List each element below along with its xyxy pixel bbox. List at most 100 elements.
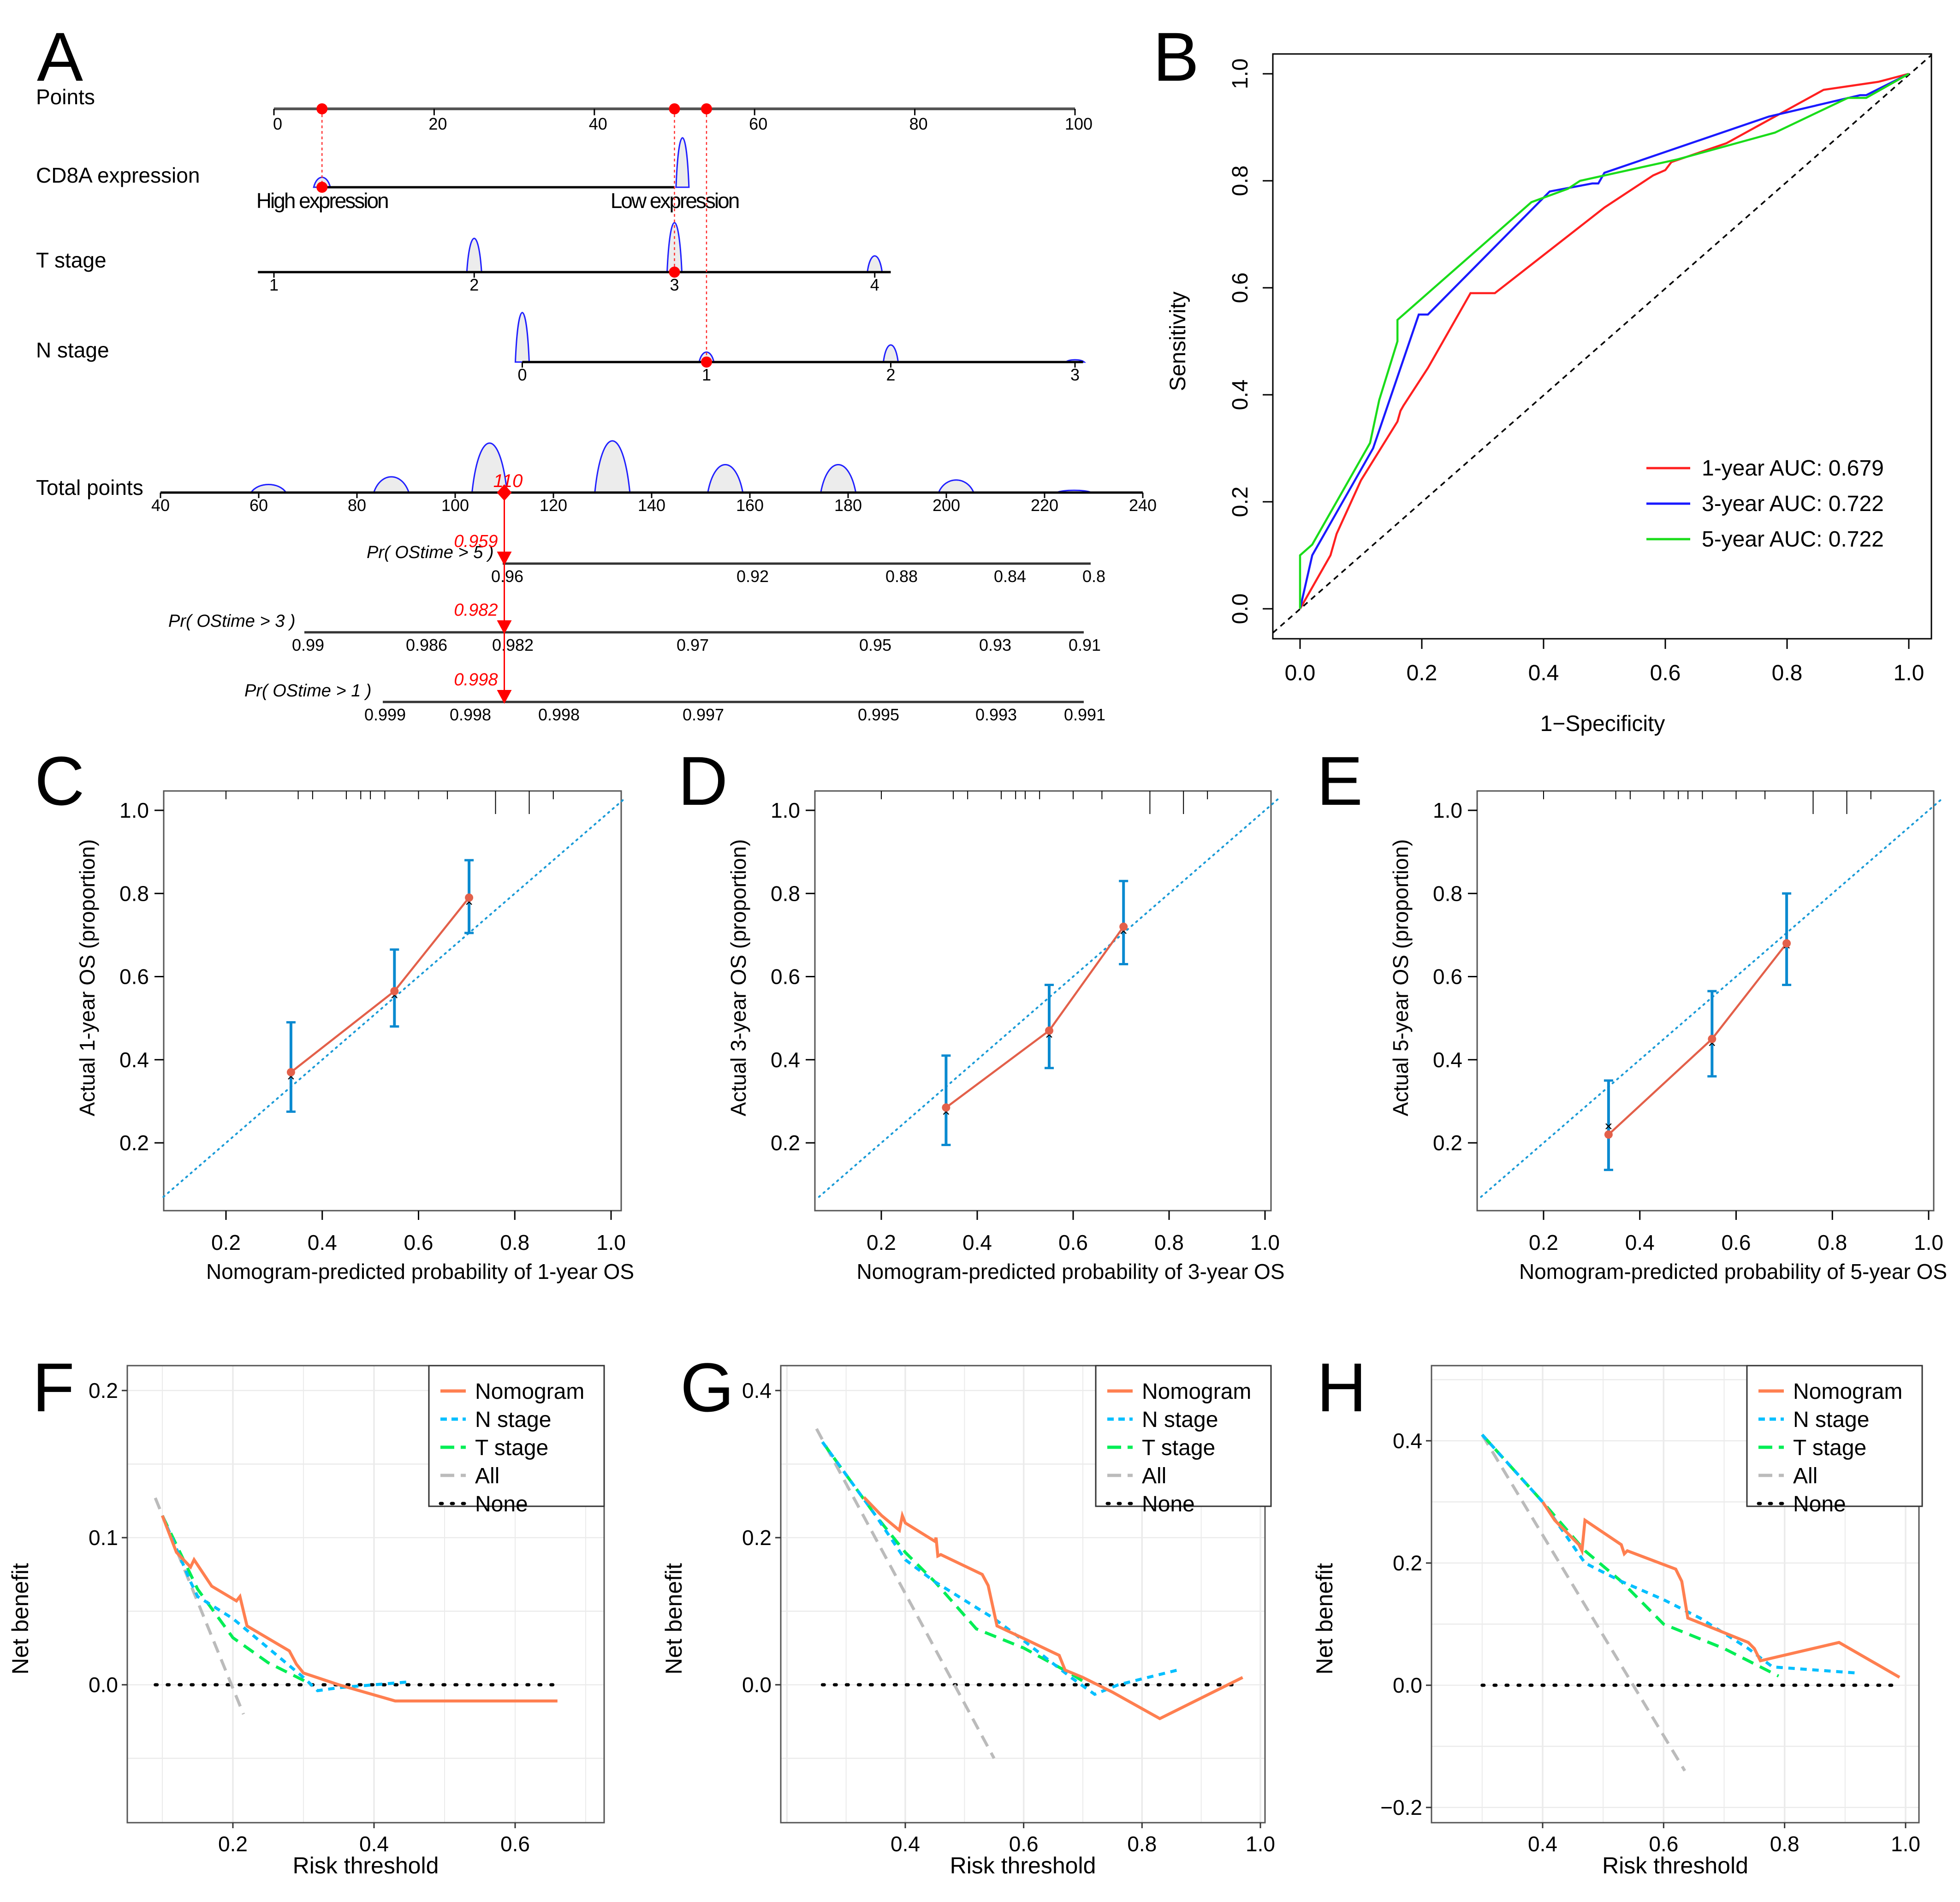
predicted-probability-value: 0.982 (454, 600, 498, 620)
panel-label-a: A (37, 18, 83, 95)
calibration-5yr-panel: 0.2 0.2 0.4 0.4 0.6 0.6 0.8 0.8 1.0 1.0 Nomogram-p… (1389, 790, 1947, 1284)
t-stage-level-label: 2 (469, 275, 479, 294)
y-tick-label: 0.1 (89, 1526, 118, 1550)
x-tick-label: 1.0 (1250, 1230, 1280, 1254)
x-tick-label: 1.0 (1891, 1832, 1920, 1856)
plot-frame (780, 1365, 1266, 1824)
probability-tick-label: 0.84 (994, 567, 1026, 586)
legend-label: Nomogram (475, 1379, 584, 1404)
probability-tick-label: 0.93 (979, 636, 1011, 654)
calibration-curve (1608, 943, 1788, 1135)
legend-box (1746, 1365, 1923, 1507)
probability-tick-label: 0.97 (677, 636, 709, 654)
probability-row-label: Pr( OStime > 3 ) (168, 612, 296, 631)
total-points-tick-label: 200 (932, 496, 960, 515)
legend-label: T stage (1142, 1436, 1215, 1460)
n-stage-level-label: 3 (1070, 365, 1080, 384)
selected-level-marker (316, 182, 328, 193)
roc-curve-1yr (1299, 72, 1909, 610)
x-tick-label: 0.4 (1625, 1230, 1655, 1254)
dca-1yr-panel: 0.2 0.4 0.6 0.0 0.1 0.2 Risk threshold Net bene… (7, 1365, 605, 1878)
x-tick-label: 0.4 (308, 1230, 337, 1254)
panel-label-e: E (1317, 742, 1363, 820)
observed-point (1782, 939, 1791, 948)
y-axis-title: Actual 5-year OS (proportion) (1389, 839, 1413, 1117)
y-tick-label: 0.8 (119, 881, 149, 905)
y-tick-label: 0.2 (119, 1131, 149, 1155)
y-tick-label: 0.4 (771, 1048, 800, 1072)
plot-frame (1476, 790, 1935, 1212)
density-bump (867, 255, 883, 273)
legend-label: N stage (1142, 1408, 1218, 1432)
legend-label: None (1793, 1492, 1846, 1516)
density-bump (675, 137, 690, 188)
x-tick-label: 0.4 (1528, 1832, 1557, 1856)
x-tick-label: 0.6 (1722, 1230, 1751, 1254)
total-points-tick-label: 40 (151, 496, 170, 515)
y-tick-label: 0.6 (771, 965, 800, 989)
calibration-curve (945, 926, 1125, 1109)
legend-label: None (475, 1492, 528, 1516)
probability-tick-label: 0.96 (491, 567, 523, 586)
x-tick-label: 0.2 (211, 1230, 241, 1254)
total-points-tick-label: 100 (441, 496, 469, 515)
y-tick-label: 0.4 (1433, 1048, 1462, 1072)
total-points-tick-label: 140 (638, 496, 665, 515)
nomogram-row-label: Total points (36, 476, 143, 499)
panel-label-f: F (32, 1349, 75, 1426)
plot-frame (1272, 53, 1932, 640)
x-tick-label: 0.2 (1529, 1230, 1558, 1254)
calibration-3yr-panel: 0.2 0.2 0.4 0.4 0.6 0.6 0.8 0.8 1.0 1.0 Nomogram-p… (726, 790, 1285, 1284)
y-tick-label: 0.6 (119, 965, 149, 989)
probability-tick-label: 0.993 (975, 705, 1017, 724)
dca-curve-all (1481, 1434, 1687, 1772)
y-tick-label: 1.0 (1433, 798, 1462, 822)
ideal-calibration-line (818, 796, 1281, 1198)
y-tick-label: 1.0 (771, 798, 800, 822)
y-tick-label: 0.4 (1393, 1429, 1422, 1453)
x-tick-label: 0.4 (891, 1832, 920, 1856)
panel-label-d: D (678, 742, 728, 820)
x-tick-label: 0.0 (1285, 661, 1316, 685)
probability-row-label: Pr( OStime > 1 ) (244, 681, 372, 701)
roc-curve-3yr (1299, 72, 1910, 609)
y-tick-label: 0.2 (1393, 1551, 1422, 1575)
x-tick-label: 0.6 (1649, 1832, 1678, 1856)
observed-point (1045, 1026, 1053, 1035)
y-tick-label: 0.4 (742, 1379, 772, 1403)
probability-tick-label: 0.88 (885, 567, 918, 586)
t-stage-level-label: 1 (269, 275, 279, 294)
x-tick-label: 0.8 (500, 1230, 529, 1254)
plot-frame (163, 790, 622, 1212)
selected-points-marker (701, 103, 712, 114)
total-points-tick-label: 180 (834, 496, 862, 515)
y-tick-label: 0.4 (119, 1048, 149, 1072)
nomogram-panel: Points CD8A expression T stage N stage Total… (36, 85, 1157, 724)
x-tick-label: 1.0 (1914, 1230, 1943, 1254)
observed-point (1708, 1034, 1716, 1043)
legend-label: All (475, 1464, 499, 1488)
total-points-density-bump (373, 476, 410, 493)
x-tick-label: 0.6 (500, 1832, 530, 1856)
observed-point (942, 1103, 950, 1112)
x-tick-label: 0.8 (1772, 661, 1803, 685)
legend-label: N stage (1793, 1408, 1869, 1432)
y-axis-title: Sensitivity (1166, 291, 1190, 391)
y-tick-label: 0.6 (1228, 273, 1253, 303)
roc-panel: 0.0 0.0 0.2 0.2 0.4 0.4 0.6 0.6 0.8 0.8 1.0 1.0 1−Sp… (1166, 53, 1932, 736)
selected-points-marker (669, 103, 680, 114)
points-tick-label: 0 (273, 114, 282, 133)
dca-5yr-panel: 0.4 0.6 0.8 1.0 −0.2 0.0 0.2 0.4 Risk threshold N… (1312, 1365, 1923, 1878)
total-points-density-bump (249, 484, 288, 493)
total-points-tick-label: 60 (249, 496, 268, 515)
probability-tick-label: 0.91 (1069, 636, 1101, 654)
x-tick-label: 0.2 (867, 1230, 896, 1254)
legend-label: None (1142, 1492, 1195, 1516)
probability-tick-label: 0.998 (450, 705, 491, 724)
x-axis-title: Nomogram-predicted probability of 1-year… (206, 1260, 634, 1284)
nomogram-row-label: T stage (36, 248, 107, 272)
x-tick-label: 0.2 (218, 1832, 248, 1856)
x-axis-title: Nomogram-predicted probability of 3-year… (856, 1260, 1284, 1284)
points-tick-label: 20 (428, 114, 447, 133)
total-points-value: 110 (493, 471, 523, 491)
